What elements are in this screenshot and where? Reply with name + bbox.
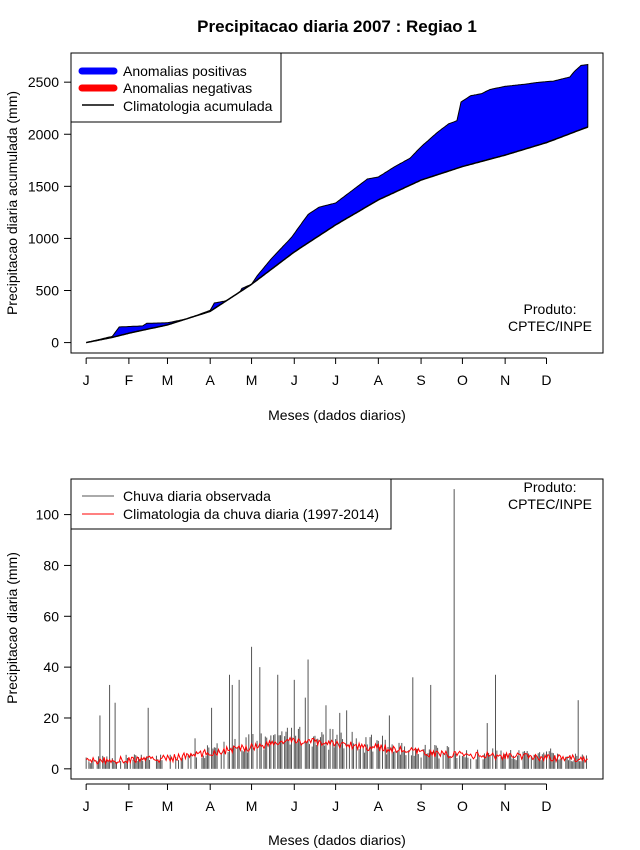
p2-x-tick-label: D	[541, 798, 551, 814]
p1-x-tick-label: J	[291, 372, 298, 388]
p1-legend-label-negative: Anomalias negativas	[123, 80, 252, 96]
figure-title: Precipitacao diaria 2007 : Regiao 1	[197, 17, 477, 36]
p2-y-tick-label: 0	[51, 761, 59, 777]
p2-y-label: Precipitacao diaria (mm)	[4, 552, 20, 704]
p2-legend-box	[70, 478, 392, 530]
p1-x-tick-label: N	[500, 372, 510, 388]
p1-x-tick-label: S	[416, 372, 425, 388]
p1-x-tick-label: M	[246, 372, 258, 388]
p1-x-tick-label: J	[332, 372, 339, 388]
p2-x-tick-label: A	[374, 798, 384, 814]
p2-x-label: Meses (dados diarios)	[268, 832, 406, 848]
climatology-line	[86, 126, 589, 344]
p2-x-tick-label: M	[246, 798, 258, 814]
p1-y-tick-label: 1500	[28, 178, 59, 194]
p1-x-tick-label: D	[541, 372, 551, 388]
p1-y-label: Precipitacao diaria acumulada (mm)	[4, 91, 20, 315]
p1-legend-label-climatology: Climatologia acumulada	[123, 98, 273, 114]
p1-y-tick-label: 2000	[28, 126, 59, 142]
p1-y-tick-label: 1000	[28, 230, 59, 246]
p2-climatology-group	[85, 736, 588, 766]
p1-plot-box	[70, 52, 604, 354]
p2-y-tick-label: 80	[43, 557, 59, 573]
p2-x-tick-label: F	[125, 798, 134, 814]
p2-annotation-line2: CPTEC/INPE	[508, 496, 592, 512]
p2-y-tick-label: 40	[43, 659, 59, 675]
p1-x-tick-label: M	[162, 372, 174, 388]
p1-area-group	[86, 63, 589, 344]
p1-x-tick-label: A	[206, 372, 216, 388]
p2-x-tick-label: N	[500, 798, 510, 814]
p1-y-tick-label: 500	[36, 283, 60, 299]
p1-legend-label-positive: Anomalias positivas	[123, 63, 247, 79]
p1-x-tick-label: O	[457, 372, 468, 388]
p2-x-tick-label: M	[162, 798, 174, 814]
p2-y-axis: 0 20 40 60 80 100	[36, 507, 71, 777]
p2-x-tick-label: J	[332, 798, 339, 814]
p1-annotation-line1: Produto:	[524, 301, 577, 317]
p2-x-tick-label: J	[291, 798, 298, 814]
p1-x-tick-label: A	[374, 372, 384, 388]
p2-x-tick-label: A	[206, 798, 216, 814]
p2-y-tick-label: 20	[43, 710, 59, 726]
p2-legend: Chuva diaria observada Climatologia da c…	[70, 478, 392, 530]
p1-x-label: Meses (dados diarios)	[268, 407, 406, 423]
p2-annotation-line1: Produto:	[524, 479, 577, 495]
p2-y-tick-label: 100	[36, 507, 60, 523]
panel-accumulated: 0 500 1000 1500 2000 2500 J F M A M J J A S O N D Precip…	[4, 52, 604, 423]
p1-annotation-line2: CPTEC/INPE	[508, 318, 592, 334]
panel-daily: 0 20 40 60 80 100 J F M A M J J A S O N D Precipitacao d…	[4, 478, 604, 848]
daily-climatology-line	[85, 736, 588, 766]
p1-x-tick-label: F	[125, 372, 134, 388]
p2-legend-label-observed: Chuva diaria observada	[123, 488, 271, 504]
p2-x-tick-label: J	[83, 798, 90, 814]
p1-y-tick-label: 0	[51, 335, 59, 351]
p1-y-axis: 0 500 1000 1500 2000 2500	[28, 74, 71, 351]
p1-legend: Anomalias positivas Anomalias negativas …	[70, 52, 282, 123]
p2-x-tick-label: S	[416, 798, 425, 814]
p1-y-tick-label: 2500	[28, 74, 59, 90]
p2-x-tick-label: O	[457, 798, 468, 814]
p2-bars-group	[85, 489, 587, 769]
p2-y-tick-label: 60	[43, 608, 59, 624]
p1-x-tick-label: J	[83, 372, 90, 388]
p2-legend-label-climatology: Climatologia da chuva diaria (1997-2014)	[123, 506, 379, 522]
